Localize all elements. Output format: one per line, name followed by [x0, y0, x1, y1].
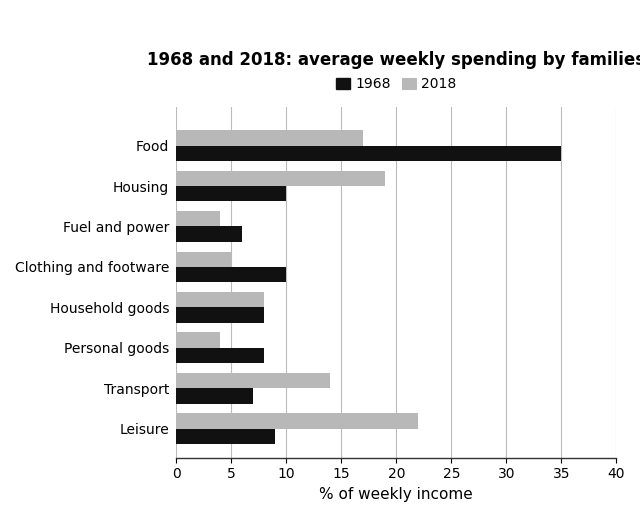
- Bar: [176, 186, 286, 202]
- Bar: [176, 226, 243, 242]
- Title: 1968 and 2018: average weekly spending by families: 1968 and 2018: average weekly spending b…: [147, 51, 640, 69]
- Bar: [176, 429, 275, 444]
- Bar: [176, 308, 264, 323]
- Bar: [176, 292, 264, 308]
- Bar: [176, 211, 220, 226]
- Bar: [176, 332, 220, 348]
- Bar: [176, 146, 561, 161]
- Bar: [176, 130, 364, 146]
- Bar: [176, 373, 330, 388]
- Bar: [176, 413, 419, 429]
- Bar: [176, 348, 264, 363]
- Legend: 1968, 2018: 1968, 2018: [330, 72, 462, 97]
- Bar: [176, 171, 385, 186]
- Bar: [176, 388, 253, 404]
- X-axis label: % of weekly income: % of weekly income: [319, 487, 473, 502]
- Bar: [176, 252, 231, 267]
- Bar: [176, 267, 286, 282]
